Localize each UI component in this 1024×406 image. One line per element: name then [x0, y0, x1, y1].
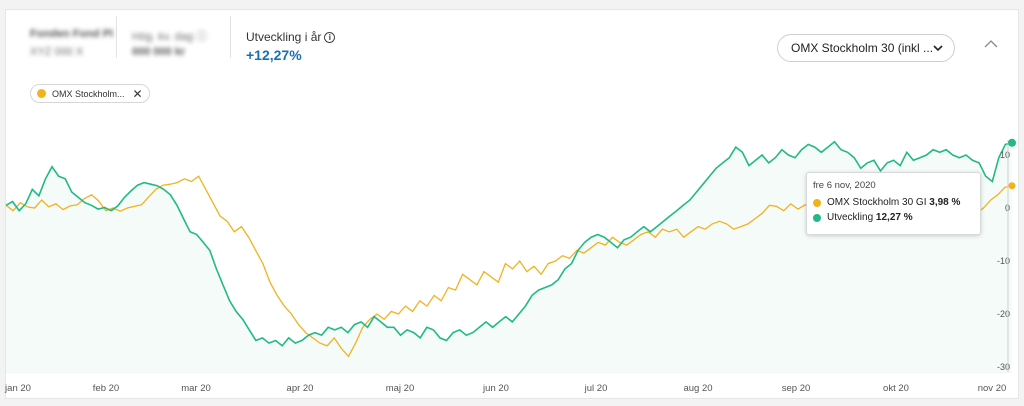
- fund-name-blurred: Fonden Fond PI: [30, 28, 114, 40]
- tooltip-date: fre 6 nov, 2020: [813, 180, 876, 191]
- filter-chip-label: OMX Stockholm...: [52, 88, 125, 99]
- kpi-value: +12,27%: [246, 47, 302, 63]
- fund-series-line: [5, 140, 1013, 347]
- stat-label-blurred: Hög. kv. dag ⓘ: [132, 31, 207, 43]
- x-tick-label: mar 20: [181, 383, 211, 394]
- header-divider: [230, 16, 231, 58]
- x-axis: jan 20 feb 20 mar 20 apr 20 maj 20 jun 20 jul …: [4, 383, 1006, 394]
- y-tick-label: 10: [1000, 150, 1010, 160]
- y-tick-label: -10: [997, 256, 1010, 266]
- fund-area: [6, 141, 1012, 372]
- y-tick-label: 0: [1005, 203, 1010, 213]
- chevron-down-icon: [933, 45, 943, 52]
- benchmark-dropdown-value: OMX Stockholm 30 (inkl ...: [791, 41, 934, 55]
- index-color-dot: [37, 89, 46, 98]
- x-tick-label: jan 20: [4, 383, 31, 394]
- benchmark-dropdown[interactable]: OMX Stockholm 30 (inkl ...: [777, 34, 955, 62]
- x-tick-label: jul 20: [584, 383, 608, 394]
- y-tick-label: -20: [997, 309, 1010, 319]
- x-tick-label: maj 20: [386, 383, 415, 394]
- tooltip-row-index: OMX Stockholm 30 GI 3,98 %: [813, 197, 980, 208]
- filter-chip[interactable]: OMX Stockholm... ✕: [30, 84, 150, 103]
- fund-color-dot: [813, 213, 821, 222]
- index-hover-marker: [1008, 182, 1016, 190]
- x-tick-label: nov 20: [978, 383, 1007, 394]
- close-icon[interactable]: ✕: [132, 86, 143, 101]
- info-icon[interactable]: i: [324, 32, 336, 43]
- x-tick-label: okt 20: [883, 383, 909, 394]
- y-axis: 10 0 -10 -20 -30: [997, 150, 1010, 372]
- x-tick-label: apr 20: [287, 383, 314, 394]
- chevron-up-icon[interactable]: [984, 38, 998, 50]
- tooltip-row-fund: Utveckling 12,27 %: [813, 212, 980, 223]
- fund-sub-blurred: XYZ 000 X: [30, 46, 84, 58]
- chart-tooltip: fre 6 nov, 2020 OMX Stockholm 30 GI 3,98…: [806, 172, 981, 235]
- kpi-label-text: Utveckling i år: [246, 30, 322, 44]
- index-color-dot: [813, 198, 821, 207]
- x-tick-label: jun 20: [482, 383, 509, 394]
- tooltip-index-label: OMX Stockholm 30 GI: [827, 197, 927, 208]
- y-tick-label: -30: [997, 362, 1010, 372]
- header-divider: [116, 16, 117, 58]
- x-tick-label: aug 20: [683, 383, 712, 394]
- tooltip-fund-value: 12,27 %: [875, 212, 913, 223]
- tooltip-fund-label: Utveckling: [827, 212, 874, 223]
- tooltip-index-value: 3,98 %: [929, 197, 961, 208]
- fund-hover-marker: [1008, 138, 1016, 147]
- x-tick-label: feb 20: [93, 383, 119, 394]
- kpi-label: Utveckling i år i: [246, 30, 336, 44]
- x-tick-label: sep 20: [782, 383, 811, 394]
- stat-value-blurred: 000 000 kr: [132, 46, 186, 58]
